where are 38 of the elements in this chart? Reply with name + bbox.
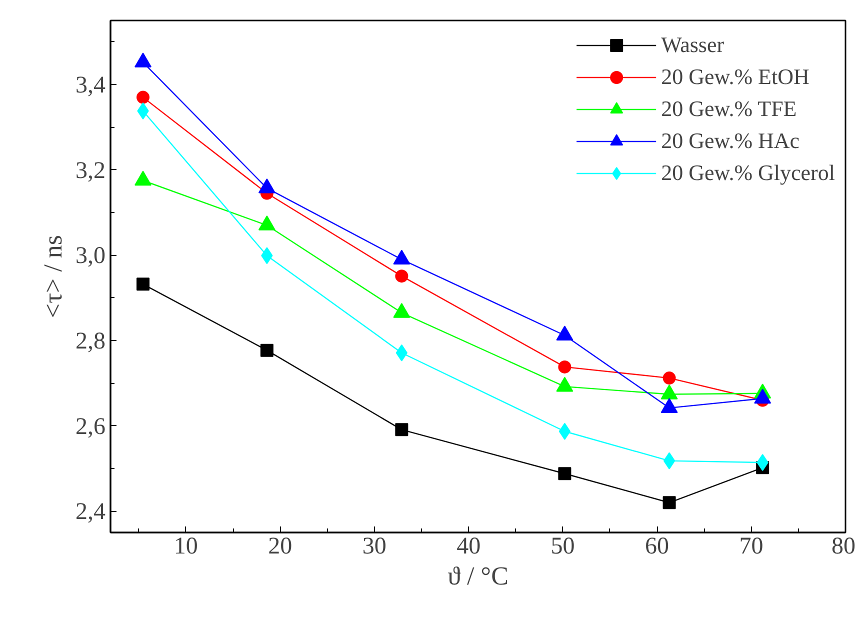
x-tick-label: 30 [362,534,386,560]
point [136,90,150,104]
x-tick-label: 50 [550,534,575,560]
point [663,452,676,470]
y-tick-label: 2,8 [76,328,106,354]
point [558,467,572,480]
legend-label: 20 Gew.% TFE [661,95,797,123]
x-tick-label: 70 [739,534,764,560]
legend-label: 20 Gew.% HAc [661,127,800,155]
point [662,496,676,510]
point [662,372,676,385]
legend-label: 20 Gew.% Glycerol [661,159,835,187]
legend-label: Wasser [661,31,724,59]
y-tick-label: 2,6 [76,414,106,440]
x-tick-label: 60 [645,534,670,560]
x-tick-label: 20 [268,534,292,560]
y-tick-label: 3,2 [76,158,106,184]
point [395,423,408,436]
point [558,360,572,374]
point [136,278,150,291]
y-axis-title: <τ> / ns [38,234,68,318]
point [258,216,276,230]
y-tick-label: 2,4 [76,499,106,526]
point [558,422,571,440]
legend-label: 20 Gew.% EtOH [661,63,810,91]
point [393,250,410,265]
x-tick-label: 40 [456,534,481,560]
point [258,178,276,194]
x-axis-title: ϑ / °C [448,562,508,590]
point [395,270,408,283]
y-tick-label: 3,0 [76,243,106,270]
x-tick-label: 10 [174,534,198,560]
point [396,344,408,362]
point [134,170,152,186]
point [134,52,152,68]
x-tick-label: 80 [832,534,855,560]
point [260,344,274,357]
y-tick-label: 3,4 [76,72,106,98]
